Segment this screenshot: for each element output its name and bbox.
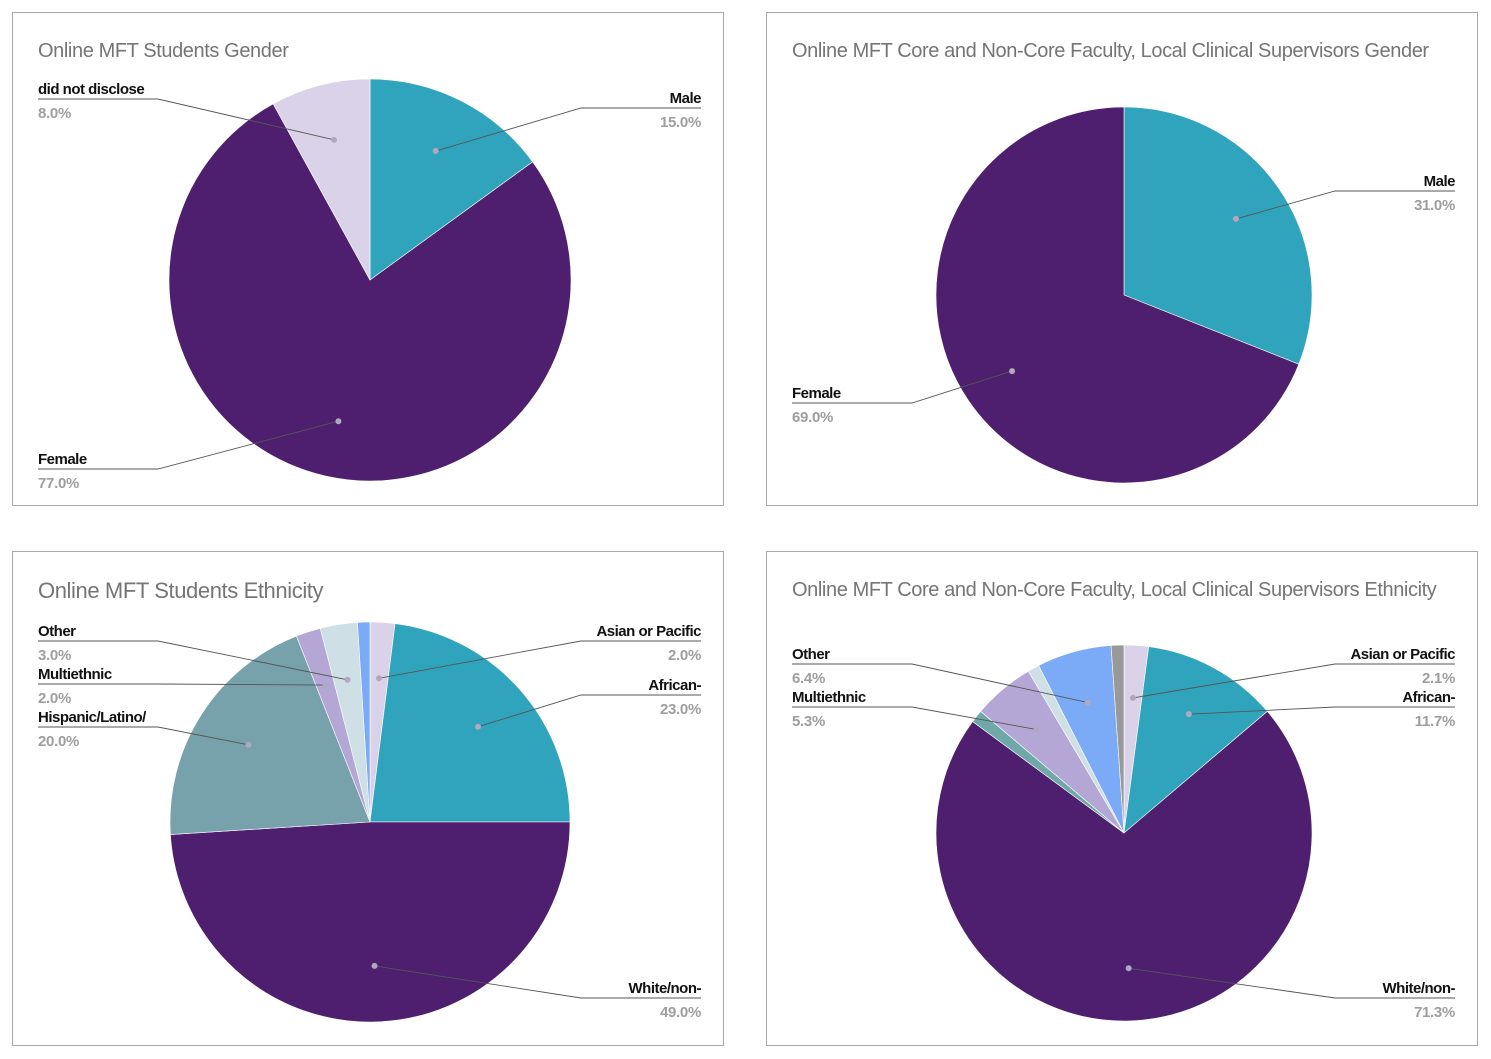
chart-panel-faculty-ethnicity: Online MFT Core and Non-Core Faculty, Lo… (766, 551, 1478, 1046)
leader-line (1128, 967, 1455, 999)
slice-value-label: 49.0% (660, 1004, 701, 1021)
slice-label: Male (1424, 173, 1456, 190)
leader-marker (245, 741, 252, 748)
chart-title: Online MFT Core and Non-Core Faculty, Lo… (792, 579, 1437, 601)
slice-value-label: 3.0% (38, 647, 71, 664)
leader-line (38, 98, 335, 141)
leader-line (38, 683, 326, 686)
slice-value-label: 2.0% (668, 647, 701, 664)
leader-marker (432, 148, 439, 155)
pie-slice-did-not-disclose (272, 78, 371, 281)
slice-label: White/non- (629, 980, 702, 997)
slice-label: Other (792, 646, 830, 663)
slice-label: White/non- (1383, 980, 1456, 997)
pie-slice-african (369, 623, 571, 823)
chart-panel-faculty-gender: Online MFT Core and Non-Core Faculty, Lo… (766, 12, 1478, 506)
leader-marker (1129, 694, 1136, 701)
pie-chart: Male 15.0% Female 77.0% did not disclose 8.0% (38, 78, 702, 492)
leader-line (792, 706, 1037, 730)
slice-label: Hispanic/Latino/ (38, 709, 147, 726)
slice-label: Male (670, 90, 702, 107)
pie-slice-male (369, 78, 534, 281)
leader-marker (1009, 368, 1016, 375)
leader-marker (331, 136, 338, 143)
leader-marker (1232, 215, 1239, 222)
leader-line (1235, 190, 1455, 220)
slice-value-label: 8.0% (38, 105, 71, 122)
pie-labels: Asian or Pacific 2.1% African- 11.7% White/n… (792, 646, 1456, 1021)
leader-line (378, 640, 701, 679)
slice-label: Asian or Pacific (596, 623, 701, 640)
leader-marker (1125, 965, 1132, 972)
slice-value-label: 71.3% (1414, 1004, 1455, 1021)
leader-marker (322, 682, 329, 689)
pie-slice-white-non (935, 710, 1313, 1022)
slice-value-label: 69.0% (792, 409, 833, 426)
pie-slice-male (1123, 106, 1313, 365)
slice-label: African- (648, 677, 701, 694)
slice-value-label: 15.0% (660, 114, 701, 131)
slice-value-label: 2.0% (38, 690, 71, 707)
slice-value-label: 20.0% (38, 733, 79, 750)
leader-marker (376, 675, 383, 682)
pie-slices (168, 78, 572, 482)
chart-panel-students-ethnicity: Online MFT Students Ethnicity Asian or P… (12, 551, 724, 1046)
slice-label: Other (38, 623, 76, 640)
pie-labels: Male 31.0% Female 69.0% (792, 173, 1456, 426)
leader-marker (1185, 711, 1192, 718)
leader-line (1188, 706, 1455, 715)
pie-labels: Male 15.0% Female 77.0% did not disclose 8.0% (38, 81, 702, 492)
slice-label: Multiethnic (792, 689, 866, 706)
slice-value-label: 2.1% (1422, 670, 1455, 687)
slice-value-label: 77.0% (38, 475, 79, 492)
slice-label: Female (38, 451, 87, 468)
leader-line (1132, 663, 1455, 699)
leader-marker (475, 723, 482, 730)
leader-line (38, 640, 348, 681)
leader-line (477, 694, 701, 728)
pie-slices (935, 644, 1313, 1022)
pie-slice-white-non (170, 821, 571, 1023)
slice-label: African- (1402, 689, 1455, 706)
slice-value-label: 11.7% (1415, 713, 1455, 730)
leader-marker (344, 676, 351, 683)
leader-line (792, 370, 1013, 404)
slice-label: did not disclose (38, 81, 144, 98)
pie-slice-hispanic-latino (169, 635, 371, 835)
pie-chart: Asian or Pacific 2.0% African- 23.0% White/n… (38, 621, 702, 1023)
leader-line (38, 726, 249, 746)
slice-value-label: 31.0% (1414, 197, 1455, 214)
leader-marker (1033, 726, 1040, 733)
pie-slices (935, 106, 1313, 484)
chart-title: Online MFT Students Gender (38, 40, 289, 62)
pie-chart: Asian or Pacific 2.1% African- 11.7% White/n… (792, 644, 1456, 1022)
pie-slice-unlabeled (357, 621, 371, 823)
slice-value-label: 6.4% (792, 670, 825, 687)
leader-line (374, 965, 701, 999)
slice-label: Asian or Pacific (1350, 646, 1455, 663)
pie-labels: Asian or Pacific 2.0% African- 23.0% White/n… (38, 623, 702, 1021)
leader-line (792, 663, 1088, 703)
slice-value-label: 23.0% (660, 701, 701, 718)
chart-panel-students-gender: Online MFT Students Gender Male 15.0% Fema… (12, 12, 724, 506)
pie-slice-female (168, 103, 572, 482)
leader-marker (371, 962, 378, 969)
leader-line (435, 107, 701, 152)
leader-marker (335, 418, 342, 425)
pie-chart: Male 31.0% Female 69.0% (792, 106, 1456, 484)
pie-slice-unlabeled (1110, 644, 1125, 834)
chart-title: Online MFT Students Ethnicity (38, 578, 324, 603)
slice-label: Female (792, 385, 841, 402)
leader-marker (1084, 699, 1091, 706)
slice-value-label: 5.3% (792, 713, 825, 730)
pie-slice-female (935, 106, 1300, 484)
pie-slices (169, 621, 571, 1023)
leader-line (38, 420, 339, 470)
slice-label: Multiethnic (38, 666, 112, 683)
chart-title: Online MFT Core and Non-Core Faculty, Lo… (792, 40, 1429, 62)
